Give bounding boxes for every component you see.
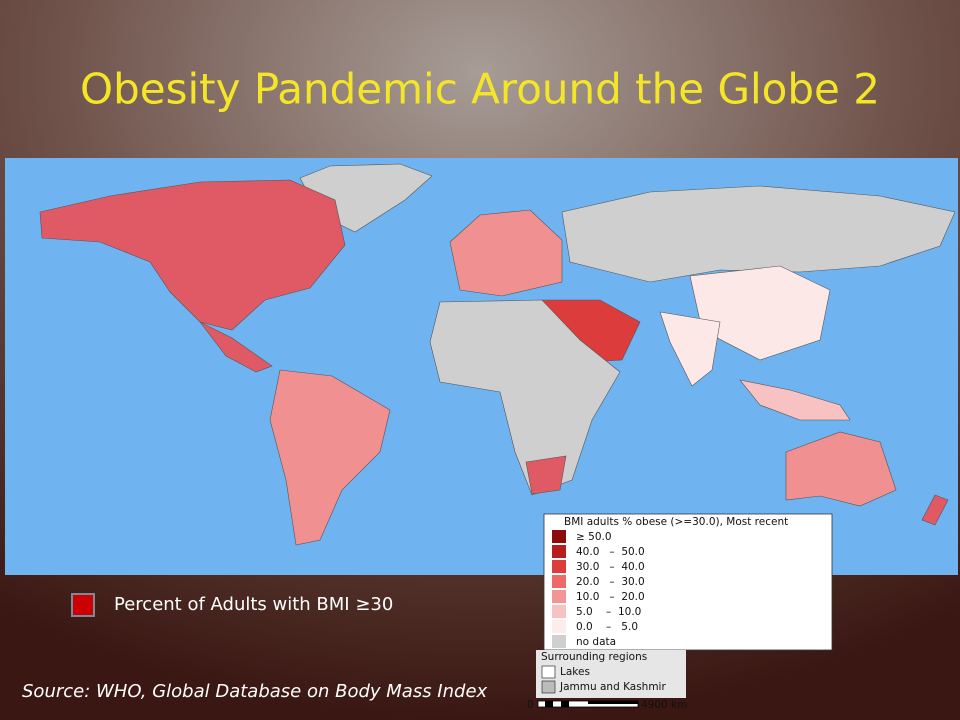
surrounding-label: Jammu and Kashmir: [559, 681, 666, 693]
australia: [785, 431, 897, 507]
legend-class-label: 40.0 – 50.0: [576, 546, 645, 558]
legend-swatch: [552, 545, 566, 558]
legend-swatch: [552, 605, 566, 618]
legend-class-label: 30.0 – 40.0: [576, 561, 645, 573]
legend-swatch: [552, 590, 566, 603]
south-africa: [525, 455, 567, 495]
surrounding-box: [536, 650, 686, 698]
scale-bar-segment: [588, 701, 638, 704]
india: [659, 311, 721, 387]
europe: [449, 209, 563, 297]
legend-class-label: ≥ 50.0: [576, 531, 612, 543]
scale-start: 0: [527, 699, 534, 711]
world-map: [5, 158, 958, 575]
legend-title: BMI adults % obese (>=30.0), Most recent: [564, 516, 788, 528]
surrounding-label: Lakes: [560, 666, 590, 678]
central-america: [199, 321, 273, 373]
legend-swatch: [552, 530, 566, 543]
surrounding-title: Surrounding regions: [541, 651, 647, 663]
legend-swatch: [552, 575, 566, 588]
surrounding-swatch: [541, 680, 556, 694]
new-zealand: [921, 494, 949, 526]
legend-swatch: [552, 635, 566, 648]
map-legend: BMI adults % obese (>=30.0), Most recent…: [527, 513, 833, 711]
scale-end: 4900 km: [641, 699, 687, 711]
legend-class-label: 0.0 – 5.0: [576, 621, 638, 633]
scale-bar: 0 4900 km: [527, 699, 687, 711]
russia-asia: [561, 185, 956, 283]
source: Source: WHO, Global Database on Body Mas…: [22, 681, 488, 702]
legend-class-label: 20.0 – 30.0: [576, 576, 645, 588]
scale-bar-segment: [545, 701, 553, 707]
north-america: [39, 179, 346, 331]
southeast-asia: [739, 379, 851, 421]
key-label: Percent of Adults with BMI ≥30: [114, 594, 393, 615]
south-america: [269, 369, 391, 546]
legend-class-label: 5.0 – 10.0: [576, 606, 641, 618]
legend-class-label: 10.0 – 20.0: [576, 591, 645, 603]
legend-swatch: [552, 560, 566, 573]
key-swatch: [71, 593, 95, 617]
legend-box: [543, 513, 833, 651]
legend-swatch: [552, 620, 566, 633]
surrounding-swatch: [541, 665, 556, 679]
slide-title: Obesity Pandemic Around the Globe 2: [80, 65, 880, 114]
legend-class-label: no data: [576, 636, 616, 648]
scale-bar-segment: [561, 701, 569, 707]
